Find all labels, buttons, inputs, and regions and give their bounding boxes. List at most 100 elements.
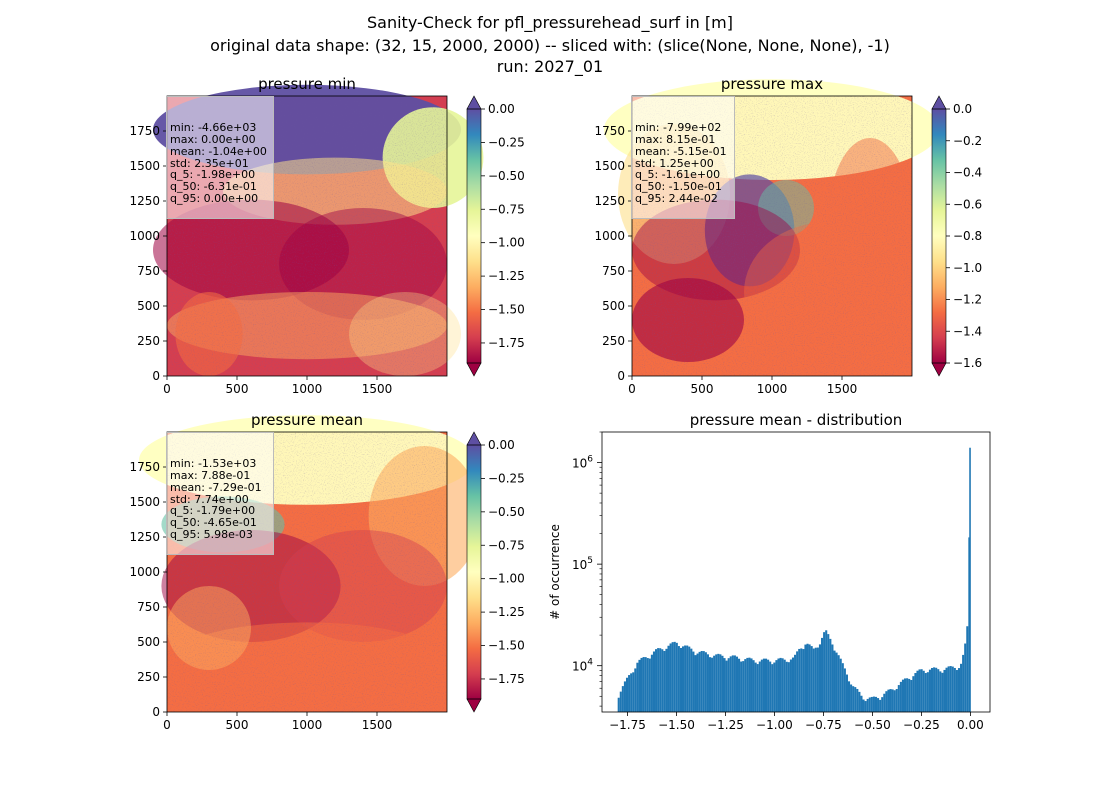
- histogram-bar: [725, 660, 728, 712]
- histogram-bar: [879, 699, 882, 712]
- histogram-bar: [694, 655, 697, 712]
- y-tick-label: 500: [602, 299, 625, 313]
- histogram-bar: [837, 655, 840, 712]
- histogram-bar: [715, 654, 718, 712]
- histogram-bar: [638, 659, 641, 712]
- histogram-bar: [841, 663, 844, 712]
- histogram-bar: [661, 649, 664, 712]
- x-tick-label: 500: [226, 718, 249, 732]
- histogram-bar: [850, 684, 853, 712]
- histogram-bar: [713, 655, 716, 712]
- histogram-bar: [802, 649, 805, 712]
- histogram-bar: [901, 679, 905, 712]
- histogram-bar: [796, 651, 799, 712]
- histogram-bar: [872, 696, 875, 712]
- colorbar-tick-label: −1.00: [488, 572, 525, 586]
- histogram-bar: [630, 673, 633, 712]
- colorbar-tick-label: −0.4: [953, 166, 982, 180]
- histogram-bar: [906, 678, 909, 712]
- colorbar-tick-label: −0.50: [488, 169, 525, 183]
- y-tick-label: 1250: [129, 194, 160, 208]
- y-tick-label: 250: [137, 670, 160, 684]
- histogram-bar: [779, 657, 782, 712]
- y-tick-label: 105: [572, 556, 593, 572]
- histogram-bar: [740, 661, 743, 712]
- colorbar-tick-label: −1.50: [488, 303, 525, 317]
- histogram-bar: [852, 686, 855, 712]
- histogram-bar: [663, 650, 666, 712]
- y-tick-label: 750: [137, 264, 160, 278]
- histogram-bar: [897, 685, 900, 712]
- colorbar-tick-label: −1.0: [953, 261, 982, 275]
- histogram-bar: [731, 655, 734, 712]
- histogram-bar: [625, 677, 629, 712]
- histogram-bar: [868, 697, 871, 712]
- histogram-bar: [870, 696, 873, 712]
- colorbar-tick-label: 0.00: [488, 438, 515, 452]
- histogram-bar: [632, 672, 635, 712]
- colorbar-tick-label: −0.50: [488, 505, 525, 519]
- colorbar: [467, 445, 481, 699]
- histogram-bar: [957, 668, 961, 712]
- histogram-bar: [744, 659, 747, 712]
- histogram-bar: [657, 648, 660, 712]
- histogram-title: pressure mean - distribution: [690, 411, 903, 429]
- histogram-bar: [771, 664, 774, 712]
- y-tick-label: 1250: [594, 194, 625, 208]
- y-tick-label: 0: [152, 705, 160, 719]
- stats-box-max: min: -7.99e+02 max: 8.15e-01 mean: -5.15e-…: [631, 96, 735, 220]
- tick-base: 10: [572, 558, 587, 572]
- histogram-bar: [642, 657, 645, 712]
- colorbar-tick-label: −1.75: [488, 336, 525, 350]
- histogram-bar: [916, 670, 919, 712]
- histogram-bar: [829, 638, 832, 712]
- histogram-bar: [806, 643, 809, 712]
- colorbar-tick-label: 0.0: [953, 102, 972, 116]
- panel-title: pressure mean: [251, 411, 363, 429]
- histogram-bar: [706, 654, 709, 712]
- histogram-bar: [854, 687, 857, 712]
- histogram-bar: [648, 658, 651, 712]
- histogram-bar: [866, 698, 869, 712]
- histogram-bar: [845, 674, 848, 712]
- x-tick-label: 1500: [362, 382, 393, 396]
- histogram-bar: [775, 660, 778, 712]
- histogram-bar: [717, 653, 720, 712]
- histogram-bar: [862, 699, 865, 712]
- colorbar-tick-label: 0.00: [488, 102, 515, 116]
- histogram-bar: [899, 681, 902, 712]
- histogram-bar: [887, 689, 890, 712]
- x-tick-label: 1000: [292, 718, 323, 732]
- y-tick-label: 1750: [129, 460, 160, 474]
- x-tick-label: 1500: [827, 382, 858, 396]
- x-tick-label: −1.75: [609, 718, 646, 732]
- histogram-frame: [601, 431, 991, 713]
- histogram-bar: [798, 648, 801, 712]
- histogram-bar: [702, 651, 705, 712]
- histogram-bar: [758, 661, 761, 712]
- histogram-bar: [895, 689, 898, 712]
- histogram-bar: [823, 632, 826, 712]
- y-tick-label: 750: [602, 264, 625, 278]
- heatmap-mean: [139, 415, 485, 716]
- y-tick-label: 104: [572, 658, 593, 674]
- colorbar-frame: [466, 444, 482, 700]
- y-tick-label: 500: [137, 299, 160, 313]
- histogram-bar: [821, 637, 824, 712]
- histogram-bar: [926, 672, 929, 712]
- histogram-bar: [839, 658, 842, 712]
- colorbar-extend-bottom: [931, 362, 947, 377]
- histogram-bar: [928, 669, 931, 712]
- colorbar-tick-label: −0.75: [488, 202, 525, 216]
- y-tick-label: 750: [137, 600, 160, 614]
- tick-exponent: 4: [587, 658, 593, 668]
- histogram-bar: [962, 654, 965, 712]
- histogram-bar: [955, 670, 958, 712]
- histogram-bar: [891, 689, 894, 712]
- histogram-bar: [746, 657, 749, 712]
- histogram-bar: [688, 646, 691, 712]
- histogram-bar: [953, 667, 956, 712]
- histogram-bar: [827, 634, 830, 712]
- histogram-bar: [748, 657, 751, 712]
- histogram-bar: [843, 668, 846, 712]
